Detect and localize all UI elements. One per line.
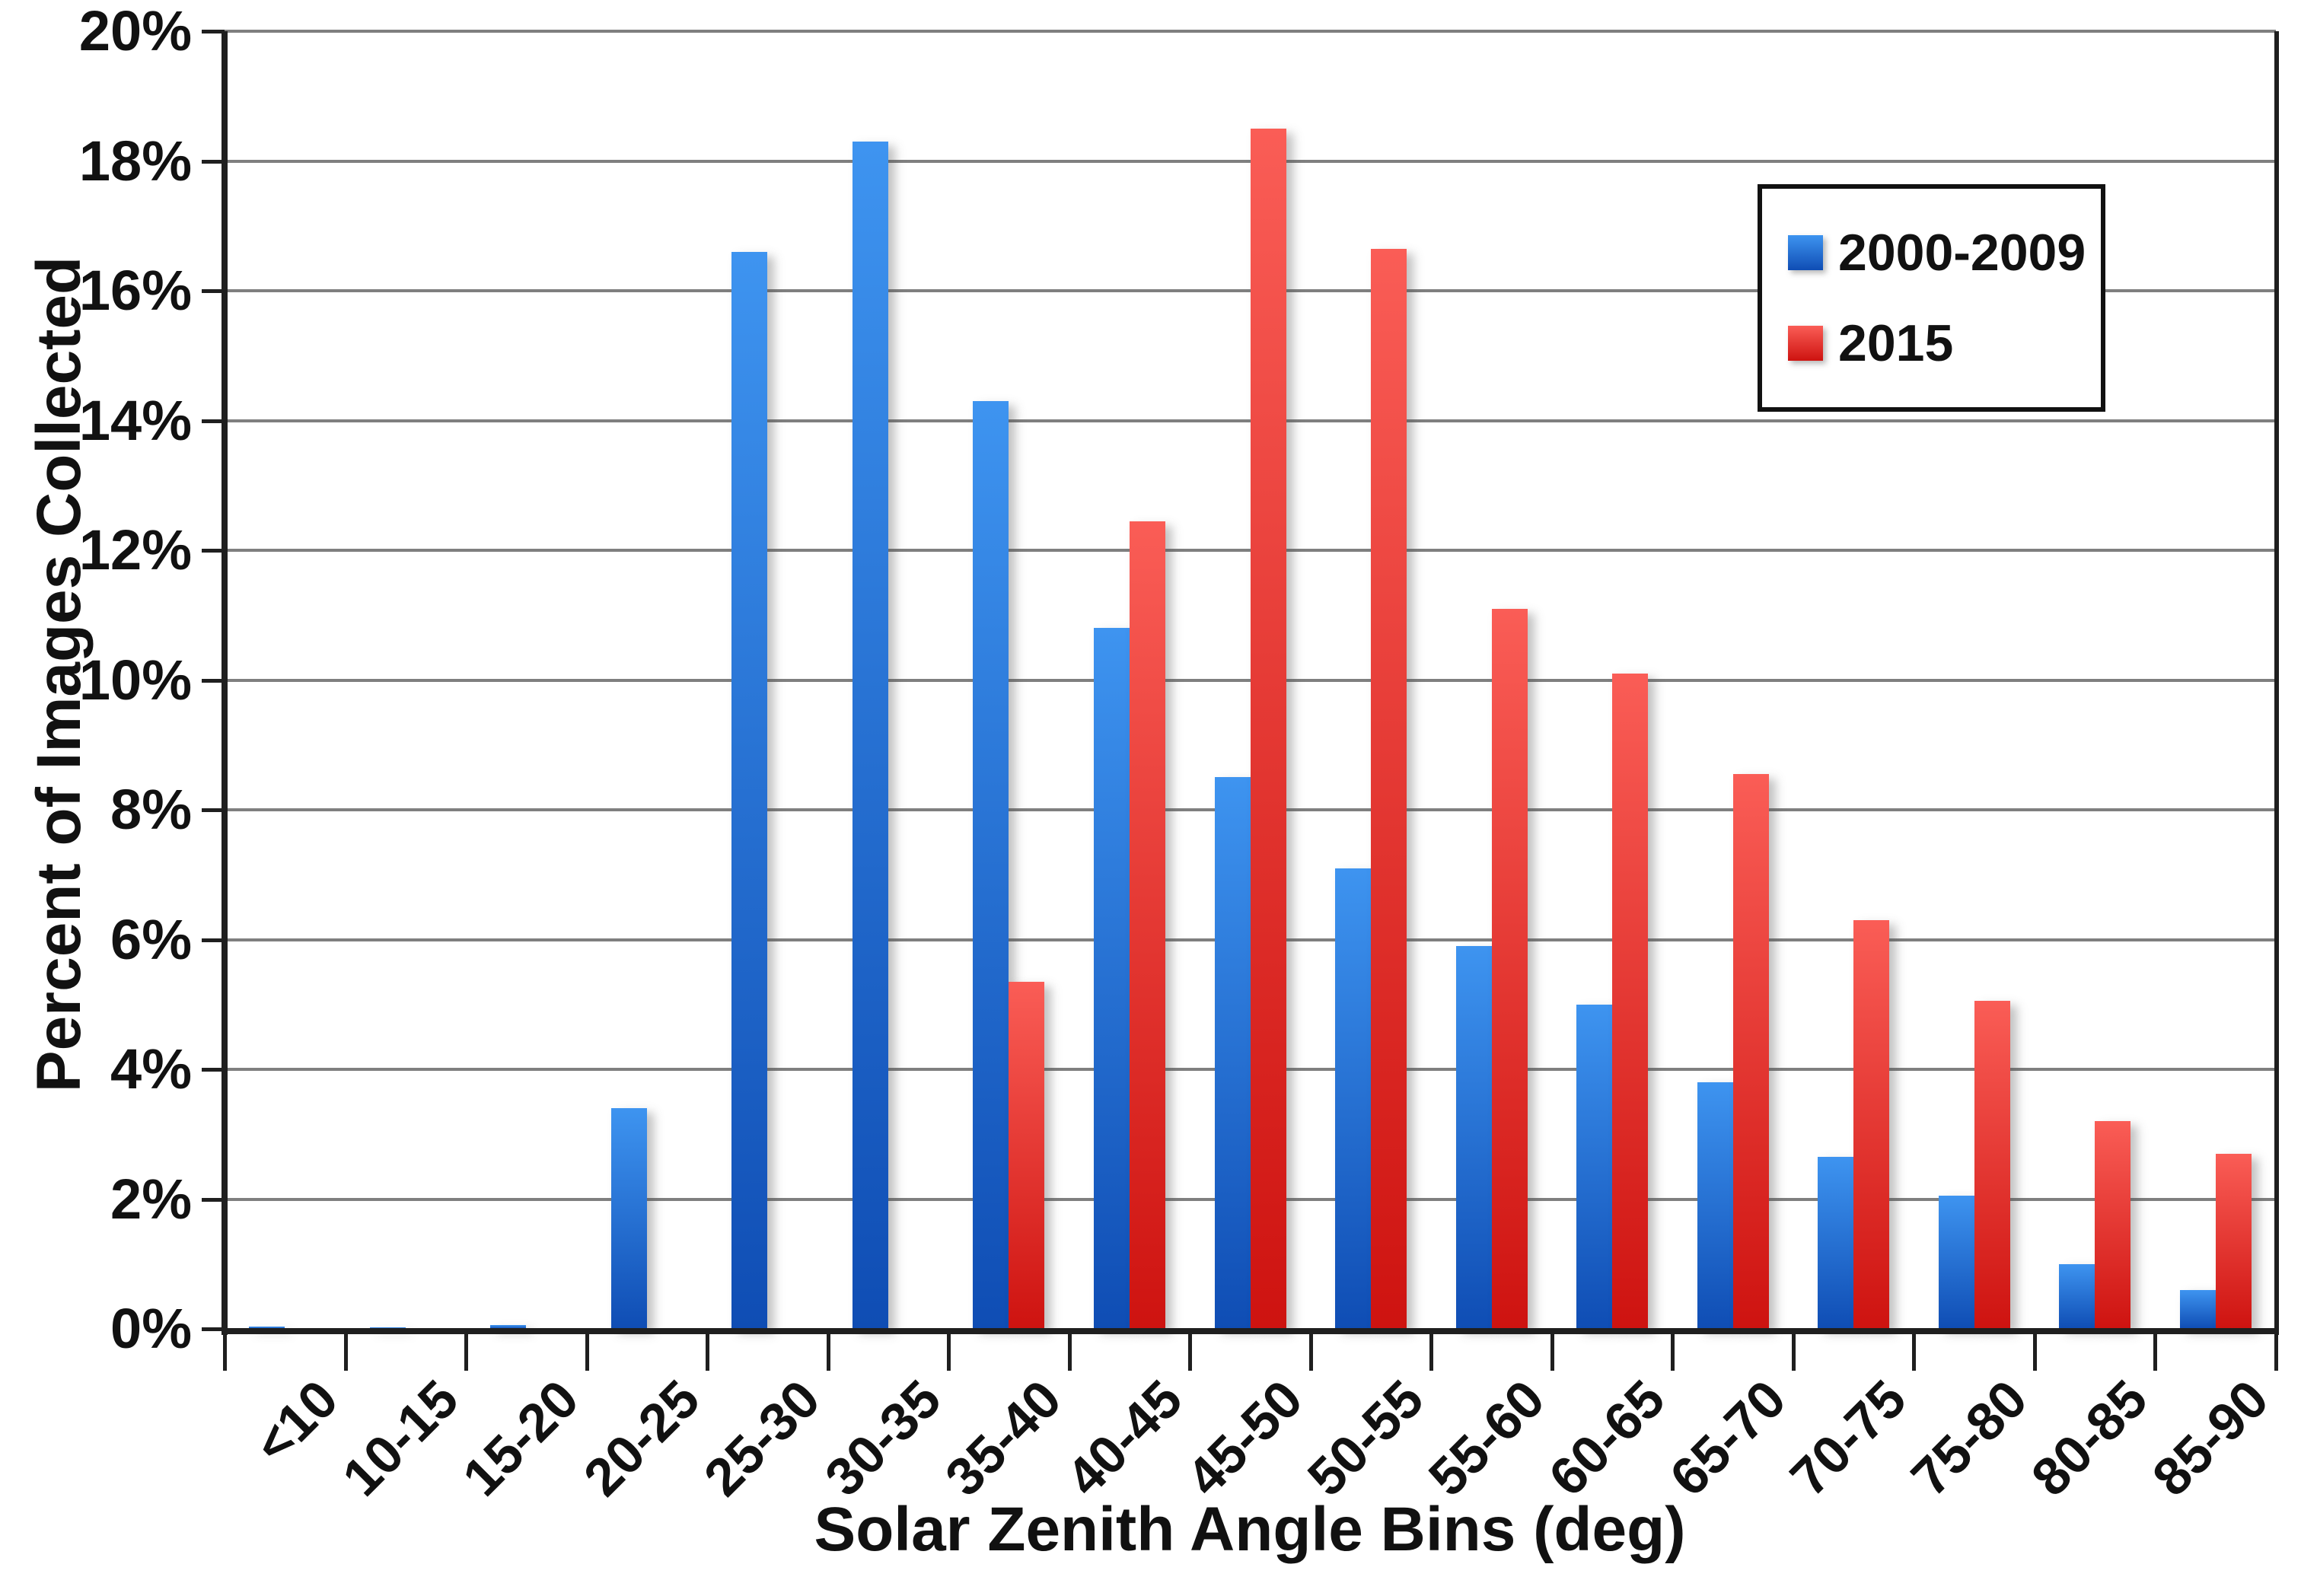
x-axis-tick bbox=[1912, 1329, 1917, 1371]
legend-swatch-red bbox=[1788, 326, 1823, 361]
bar-2000-2009-55-60 bbox=[1455, 946, 1492, 1329]
bar-2015-50-55 bbox=[1371, 248, 1407, 1329]
y-tick-label: 16% bbox=[78, 259, 192, 322]
legend-entry-2015: 2015 bbox=[1788, 317, 2101, 370]
y-tick-label: 0% bbox=[110, 1297, 192, 1360]
bar-2000-2009-30-35 bbox=[852, 141, 888, 1329]
bar-2000-2009-<10 bbox=[249, 1327, 285, 1329]
y-axis-tick bbox=[202, 808, 225, 812]
bar-2000-2009-70-75 bbox=[1818, 1157, 1854, 1329]
x-axis-tick bbox=[706, 1329, 710, 1371]
y-axis-tick bbox=[202, 1327, 225, 1331]
x-axis-tick bbox=[1550, 1329, 1554, 1371]
y-axis-tick bbox=[202, 549, 225, 553]
bar-2000-2009-25-30 bbox=[731, 251, 768, 1329]
x-tick-label: <10 bbox=[242, 1368, 349, 1475]
x-axis-line bbox=[221, 1328, 2279, 1334]
y-tick-label: 2% bbox=[110, 1167, 192, 1231]
bar-2000-2009-65-70 bbox=[1697, 1082, 1733, 1329]
x-tick-label: 35-40 bbox=[934, 1368, 1073, 1508]
bar-2015-35-40 bbox=[1009, 981, 1045, 1329]
x-tick-label: 15-20 bbox=[451, 1368, 591, 1508]
bar-2015-60-65 bbox=[1612, 673, 1649, 1329]
x-tick-label: 70-75 bbox=[1779, 1368, 1917, 1508]
x-axis-tick bbox=[1188, 1329, 1193, 1371]
x-tick-label: 40-45 bbox=[1054, 1368, 1194, 1508]
legend: 2000-2009 2015 bbox=[1758, 184, 2105, 412]
y-tick-label: 10% bbox=[78, 648, 192, 712]
x-tick-label: 85-90 bbox=[2140, 1368, 2280, 1508]
x-tick-label: 75-80 bbox=[1899, 1368, 2038, 1508]
x-tick-label: 55-60 bbox=[1417, 1368, 1556, 1508]
legend-swatch-blue bbox=[1788, 235, 1823, 270]
y-tick-label: 20% bbox=[78, 0, 192, 62]
y-tick-label: 12% bbox=[78, 518, 192, 581]
x-tick-label: 50-55 bbox=[1296, 1368, 1435, 1508]
bar-2015-65-70 bbox=[1732, 774, 1769, 1329]
x-tick-label: 45-50 bbox=[1175, 1368, 1315, 1508]
y-tick-label: 6% bbox=[110, 907, 192, 971]
y-axis-tick bbox=[202, 1197, 225, 1202]
x-axis-tick bbox=[2032, 1329, 2037, 1371]
bar-2000-2009-50-55 bbox=[1335, 868, 1372, 1329]
y-axis-tick bbox=[202, 159, 225, 164]
x-tick-label: 65-70 bbox=[1658, 1368, 1797, 1508]
x-axis-tick bbox=[2153, 1329, 2158, 1371]
x-axis-tick bbox=[826, 1329, 830, 1371]
x-tick-label: 60-65 bbox=[1538, 1368, 1676, 1508]
legend-label: 2000-2009 bbox=[1838, 224, 2086, 282]
bar-2000-2009-35-40 bbox=[973, 400, 1009, 1329]
x-axis-tick bbox=[223, 1329, 227, 1371]
gridline-20pct bbox=[225, 30, 2276, 33]
bar-2015-75-80 bbox=[1974, 1001, 2010, 1329]
x-axis-tick bbox=[464, 1329, 469, 1371]
bar-2015-70-75 bbox=[1853, 919, 1890, 1329]
x-axis-tick bbox=[1308, 1329, 1313, 1371]
bar-2000-2009-80-85 bbox=[2059, 1263, 2095, 1329]
x-tick-label: 80-85 bbox=[2020, 1368, 2159, 1508]
bar-2015-80-85 bbox=[2095, 1121, 2131, 1329]
y-axis-line bbox=[221, 31, 228, 1335]
y-axis-tick bbox=[202, 678, 225, 683]
x-axis-tick bbox=[1067, 1329, 1072, 1371]
legend-label: 2015 bbox=[1838, 314, 1954, 372]
bar-2000-2009-85-90 bbox=[2179, 1289, 2216, 1329]
bar-2015-55-60 bbox=[1491, 608, 1528, 1329]
x-tick-label: 10-15 bbox=[330, 1368, 470, 1508]
x-axis-tick bbox=[1671, 1329, 1675, 1371]
x-axis-tick bbox=[1791, 1329, 1796, 1371]
y-axis-tick bbox=[202, 1068, 225, 1072]
y-tick-label: 18% bbox=[78, 129, 192, 193]
right-border-line bbox=[2274, 31, 2279, 1335]
y-tick-label: 8% bbox=[110, 778, 192, 841]
y-tick-label: 4% bbox=[110, 1037, 192, 1101]
x-tick-label: 20-25 bbox=[572, 1368, 711, 1508]
bar-2000-2009-40-45 bbox=[1093, 628, 1130, 1329]
x-axis-tick bbox=[2274, 1329, 2278, 1371]
y-axis-tick bbox=[202, 289, 225, 293]
x-tick-label: 30-35 bbox=[813, 1368, 952, 1508]
y-axis-tick bbox=[202, 30, 225, 33]
legend-entry-2000-2009: 2000-2009 bbox=[1788, 226, 2101, 279]
bar-2000-2009-20-25 bbox=[610, 1108, 647, 1329]
bar-2000-2009-45-50 bbox=[1214, 777, 1251, 1329]
bar-2000-2009-15-20 bbox=[490, 1324, 527, 1329]
x-tick-label: 25-30 bbox=[693, 1368, 832, 1508]
bar-2015-45-50 bbox=[1250, 128, 1286, 1329]
bar-2000-2009-60-65 bbox=[1576, 1004, 1613, 1329]
bar-2015-85-90 bbox=[2215, 1153, 2252, 1329]
x-axis-title: Solar Zenith Angle Bins (deg) bbox=[814, 1495, 1686, 1564]
y-axis-tick bbox=[202, 938, 225, 942]
x-axis-tick bbox=[1429, 1329, 1434, 1371]
y-axis-tick bbox=[202, 419, 225, 423]
x-axis-tick bbox=[343, 1329, 348, 1371]
x-axis-tick bbox=[585, 1329, 589, 1371]
x-axis-tick bbox=[947, 1329, 951, 1371]
bar-2000-2009-75-80 bbox=[1938, 1196, 1974, 1329]
bar-2015-40-45 bbox=[1129, 521, 1165, 1329]
y-tick-label: 14% bbox=[78, 388, 192, 452]
